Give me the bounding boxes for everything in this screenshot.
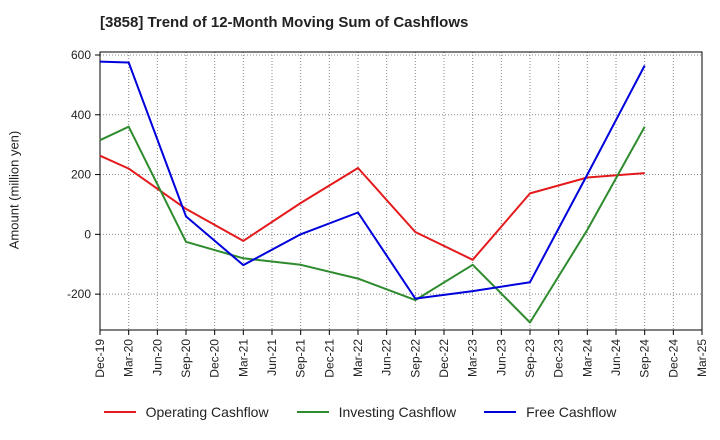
x-tick-label: Jun-21: [265, 339, 279, 376]
legend-item: Operating Cashflow: [103, 404, 269, 420]
x-tick-label: Sep-23: [523, 339, 537, 378]
x-tick-label: Sep-24: [638, 339, 652, 378]
series-lines: [99, 60, 646, 324]
x-tick-label: Sep-22: [408, 339, 422, 378]
y-ticks: 600 400 200 0 -200: [67, 48, 100, 301]
x-tick-label: Dec-20: [208, 339, 222, 378]
x-tick-label: Jun-23: [494, 339, 508, 376]
x-tick-label: Mar-23: [466, 339, 480, 377]
x-tick-label: Mar-20: [122, 339, 136, 377]
x-tick-label: Mar-25: [695, 339, 709, 377]
x-tick-label: Jun-20: [150, 339, 164, 376]
legend-label: Operating Cashflow: [145, 404, 269, 420]
x-tick-label: Dec-24: [666, 339, 680, 378]
legend-swatch: [103, 411, 136, 413]
x-tick-label: Jun-22: [380, 339, 394, 376]
chart-title: [3858] Trend of 12-Month Moving Sum of C…: [100, 14, 469, 31]
x-tick-label: Dec-22: [437, 339, 451, 378]
series-line: [99, 125, 646, 324]
y-tick-label: 0: [84, 227, 91, 241]
series-line: [99, 154, 645, 261]
legend-item: Free Cashflow: [484, 404, 616, 420]
y-tick-label: 400: [71, 108, 91, 122]
legend-item: Investing Cashflow: [296, 404, 457, 420]
series-line: [99, 60, 646, 300]
x-tick-label: Dec-21: [322, 339, 336, 378]
x-tick-label: Jun-24: [609, 339, 623, 376]
legend-swatch: [296, 411, 329, 413]
plot-frame: [99, 51, 703, 331]
legend-swatch: [484, 411, 517, 413]
y-tick-label: -200: [67, 287, 91, 301]
grid: [99, 52, 703, 330]
y-tick-label: 200: [71, 168, 91, 182]
legend: Operating Cashflow Investing Cashflow Free…: [0, 404, 720, 420]
x-tick-label: Mar-24: [580, 339, 594, 377]
legend-label: Free Cashflow: [526, 404, 617, 420]
y-tick-label: 600: [71, 48, 91, 62]
x-tick-label: Dec-23: [552, 339, 566, 378]
x-tick-label: Sep-21: [294, 339, 308, 378]
x-ticks: Dec-19 Mar-20 Jun-20 Sep-20 Dec-20 Mar-21 Jun-…: [93, 330, 709, 378]
x-tick-label: Sep-20: [179, 339, 193, 378]
x-tick-label: Mar-22: [351, 339, 365, 377]
legend-label: Investing Cashflow: [338, 404, 457, 420]
x-tick-label: Mar-21: [236, 339, 250, 377]
x-tick-label: Dec-19: [93, 339, 107, 378]
